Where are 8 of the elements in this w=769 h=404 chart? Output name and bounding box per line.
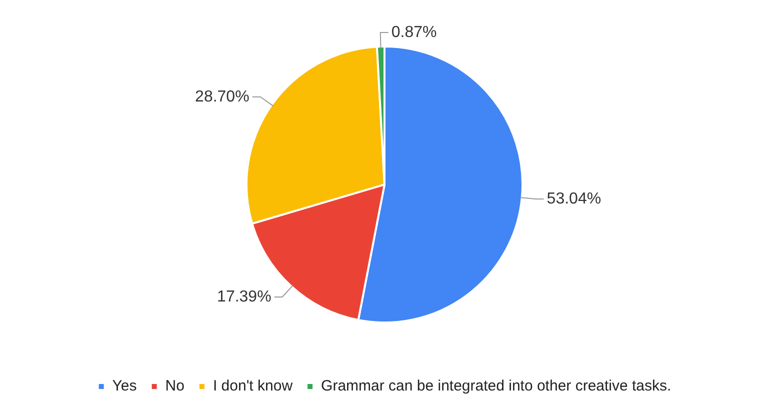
- data-label: 53.04%: [546, 190, 602, 208]
- data-label: 28.70%: [195, 88, 250, 106]
- legend-label: No: [165, 378, 184, 395]
- legend-label: Grammar can be integrated into other creative tasks.: [321, 378, 672, 395]
- legend-label: I don't know: [212, 378, 293, 395]
- legend-label: Yes: [112, 378, 137, 395]
- data-label: 0.87%: [391, 24, 437, 41]
- data-label: 17.39%: [217, 288, 272, 306]
